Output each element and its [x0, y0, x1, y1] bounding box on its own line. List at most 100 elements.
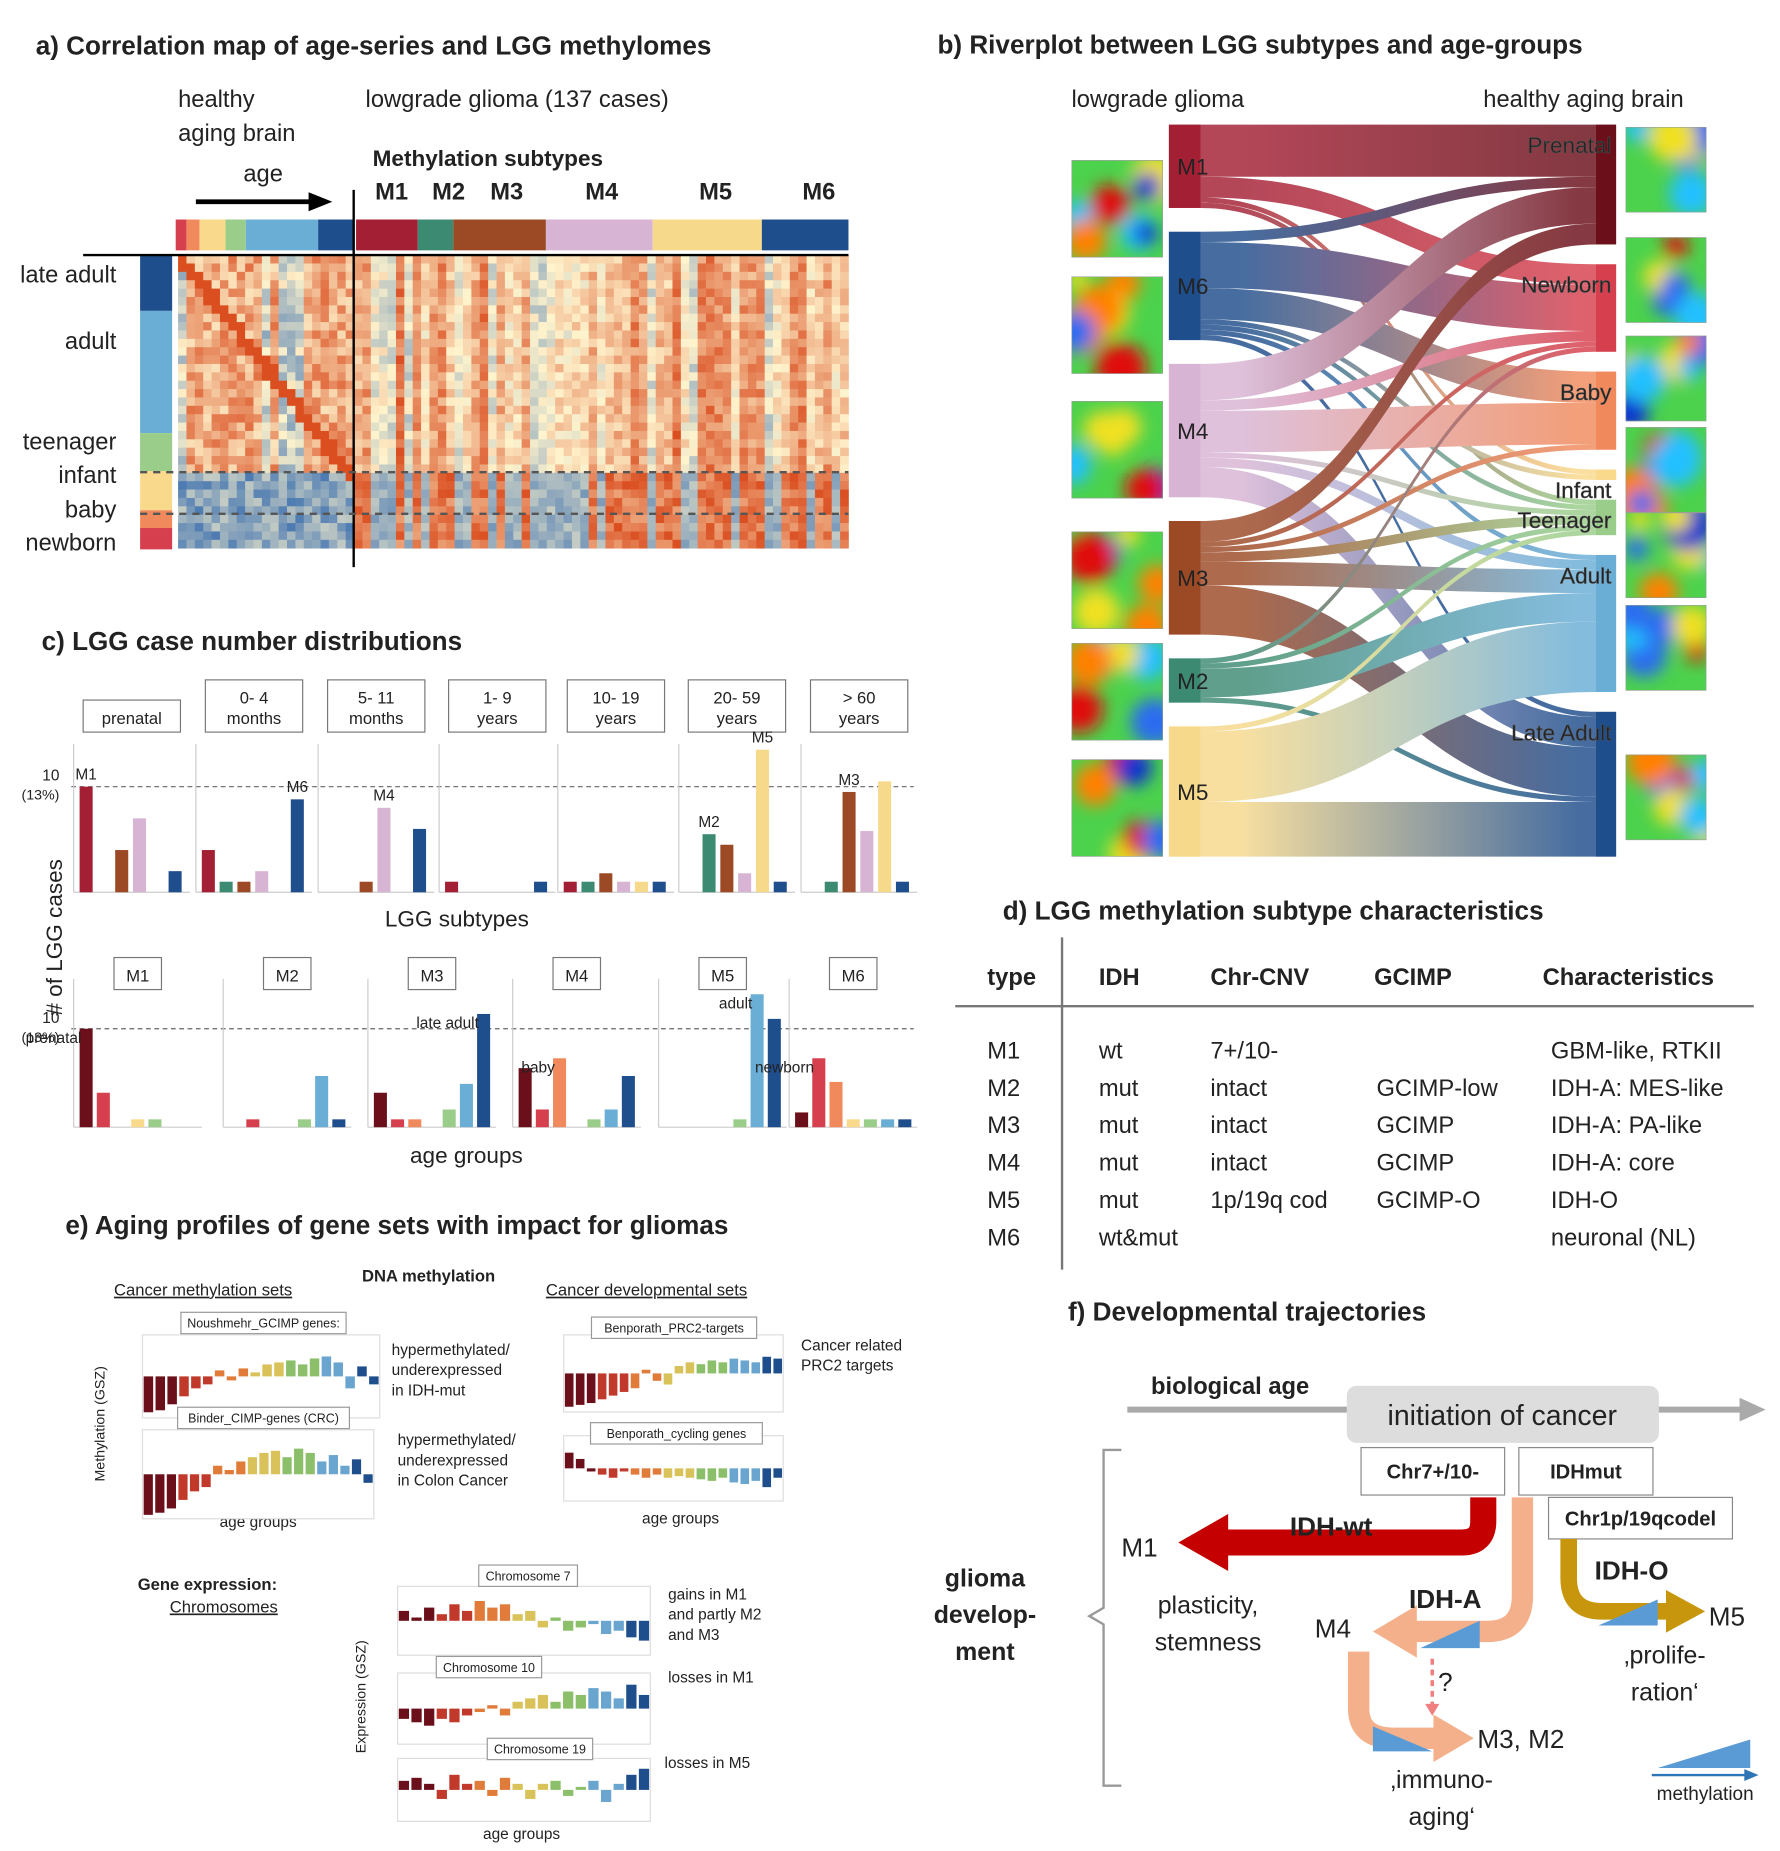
heat-cell [555, 447, 564, 457]
heat-cell [345, 322, 355, 331]
heat-cell [446, 263, 455, 273]
table-cell: IDH-A: core [1551, 1151, 1675, 1177]
heat-cell [203, 271, 212, 281]
heat-cell [714, 330, 724, 340]
heat-cell [538, 539, 548, 549]
heat-cell [412, 405, 422, 415]
heat-cell [395, 347, 405, 356]
heat-cell [588, 456, 598, 465]
heat-cell [320, 489, 330, 499]
heat-cell [840, 506, 849, 516]
heat-cell [605, 405, 615, 415]
heat-cell [605, 280, 615, 289]
heat-cell [571, 372, 581, 382]
som-blob [1095, 342, 1147, 374]
heat-cell [471, 514, 481, 524]
heat-cell [270, 472, 279, 482]
heat-cell [571, 271, 581, 281]
heat-cell [303, 347, 313, 356]
heat-cell [345, 489, 355, 499]
heat-cell [580, 481, 590, 490]
age-label: teenager [23, 430, 117, 456]
heat-cell [488, 439, 497, 449]
heat-cell [563, 263, 573, 273]
heat-cell [588, 481, 598, 490]
heat-cell [328, 313, 338, 323]
path-note: ration‘ [1631, 1678, 1699, 1706]
mini-bar [663, 1468, 673, 1478]
heat-cell [362, 481, 372, 490]
heat-cell [236, 531, 246, 541]
heat-cell [789, 347, 799, 356]
heat-cell [630, 447, 640, 457]
mini-bar [707, 1468, 717, 1481]
heat-cell [295, 422, 305, 432]
heat-cell [454, 456, 464, 465]
heat-cell [454, 539, 464, 549]
heat-cell [814, 313, 824, 323]
heat-cell [228, 439, 238, 449]
heat-cell [739, 447, 749, 457]
heat-cell [773, 288, 782, 298]
heat-cell [253, 305, 263, 315]
mini-bar [474, 1780, 485, 1790]
heat-cell [580, 497, 590, 507]
heat-cell [605, 288, 615, 298]
heat-cell [479, 288, 489, 298]
heat-cell [236, 347, 246, 356]
heat-cell [404, 472, 414, 482]
heat-cell [689, 523, 698, 532]
heat-cell [228, 464, 238, 474]
heat-cell [463, 539, 472, 549]
heat-cell [270, 464, 279, 474]
heat-cell [328, 506, 338, 516]
subtype-label: M2 [1177, 669, 1208, 694]
mini-bar [652, 1468, 662, 1475]
heat-cell [789, 464, 799, 474]
heat-cell [521, 372, 531, 382]
target-label: M4 [1315, 1613, 1351, 1643]
heat-cell [781, 389, 791, 398]
heat-cell [203, 539, 212, 549]
chart-note: Cancer related [801, 1337, 902, 1354]
heat-cell [337, 296, 347, 306]
heat-cell [664, 397, 673, 407]
mini-bar [351, 1459, 362, 1475]
heat-cell [295, 322, 305, 331]
heat-cell [605, 355, 615, 365]
heat-cell [337, 514, 347, 524]
heat-cell [731, 472, 740, 482]
heat-cell [773, 456, 782, 465]
heat-cell [395, 523, 405, 532]
heat-cell [337, 414, 347, 423]
table-cell: IDH-O [1551, 1188, 1618, 1214]
heat-cell [680, 322, 690, 331]
heat-cell [412, 313, 422, 323]
heat-cell [513, 372, 523, 382]
heat-cell [496, 288, 506, 298]
arrow-head [1372, 1605, 1417, 1658]
heat-cell [370, 330, 380, 340]
heat-cell [303, 255, 313, 264]
heat-cell [605, 456, 615, 465]
heat-cell [689, 481, 698, 490]
heat-cell [463, 355, 472, 365]
heat-cell [814, 481, 824, 490]
mini-bar [575, 1786, 586, 1790]
heat-cell [747, 322, 757, 331]
heat-cell [328, 405, 338, 415]
heat-cell [295, 464, 305, 474]
heat-cell [521, 271, 531, 281]
heat-cell [278, 271, 288, 281]
heat-cell [178, 296, 187, 306]
mini-bar [652, 1373, 662, 1381]
heat-cell [521, 472, 531, 482]
ribbon [1200, 621, 1596, 802]
heat-cell [437, 322, 447, 331]
heat-cell [622, 464, 631, 474]
heat-cell [840, 439, 849, 449]
heat-cell [588, 422, 598, 432]
heat-cell [613, 539, 623, 549]
heat-cell [295, 414, 305, 423]
bar-annotation: adult [719, 995, 753, 1012]
